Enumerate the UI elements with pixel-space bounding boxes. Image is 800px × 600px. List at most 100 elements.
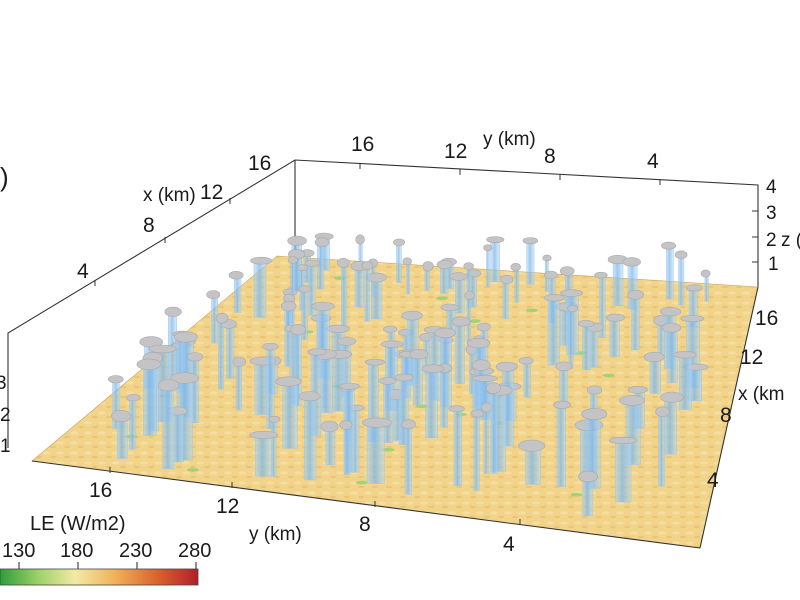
cloud-column	[364, 265, 370, 322]
cloud-top	[680, 315, 705, 322]
cloud-top	[470, 409, 484, 418]
cloud-column	[343, 424, 351, 475]
cloud-top	[298, 391, 321, 402]
cloud-top	[268, 415, 281, 423]
cloud-top	[451, 316, 471, 327]
cloud-column	[453, 408, 462, 487]
cloud-top	[466, 338, 490, 349]
cloud-top	[320, 420, 339, 433]
cloud-top	[448, 405, 465, 413]
cloud-column	[582, 476, 594, 517]
colorbar-tick-180: 180	[60, 540, 93, 562]
cloud-column	[649, 356, 661, 394]
cloud-column	[341, 262, 348, 326]
y-top-axis-label: y (km)	[483, 129, 536, 150]
cloud-top	[136, 358, 162, 370]
cloud-column	[253, 260, 267, 318]
cloud-top	[339, 382, 360, 390]
cloud-column	[371, 277, 383, 320]
cloud-top	[685, 284, 703, 292]
cloud-top	[543, 270, 558, 280]
cloud-column	[609, 317, 620, 357]
cloud-top	[170, 372, 199, 384]
cloud-top	[314, 237, 330, 248]
surface-patch	[382, 447, 395, 452]
x-back-tick-8: 8	[143, 214, 155, 237]
z-left-tick-2: 2	[0, 405, 11, 426]
cloud-top	[555, 361, 573, 372]
cloud-column	[396, 242, 402, 283]
cloud-top	[287, 256, 298, 264]
cloud-top	[249, 430, 279, 439]
z-right-tick-2: 2	[766, 230, 777, 251]
cloud-top	[380, 340, 404, 348]
x-right-tick-8: 8	[720, 404, 732, 427]
cloud-column	[490, 387, 498, 474]
cloud-top	[378, 377, 397, 385]
cloud-top	[483, 244, 493, 251]
cloud-column	[664, 396, 678, 455]
cloud-top	[173, 331, 198, 343]
cloud-top	[643, 351, 665, 363]
cloud-column	[270, 419, 277, 477]
colorbar-gradient	[0, 568, 199, 586]
cloud-top	[304, 259, 321, 267]
colorbar-tick-230: 230	[119, 540, 152, 562]
cloud-top	[436, 259, 453, 270]
cloud-top	[158, 379, 180, 392]
cloud-top	[567, 305, 578, 313]
cloud-top	[383, 325, 398, 333]
cloud-top	[232, 356, 247, 367]
cloud-top	[434, 327, 456, 339]
cloud-top	[510, 263, 521, 272]
cloud-top	[336, 337, 357, 346]
z-right-axis-label: z (	[781, 230, 800, 251]
cloud-column	[615, 440, 632, 503]
cloud-column	[404, 423, 412, 495]
y-top-tick-8: 8	[544, 145, 556, 168]
cloud-column	[172, 410, 184, 463]
cloud-top	[364, 358, 386, 366]
x-back-tick-12: 12	[200, 181, 223, 204]
cloud-top	[311, 301, 335, 311]
cloud-column	[631, 294, 640, 351]
cloud-top	[422, 261, 434, 272]
cloud-column	[559, 366, 569, 403]
cloud-top	[148, 344, 177, 354]
x-right-axis-label: x (km	[738, 384, 784, 405]
cloud-column	[129, 397, 137, 450]
cloud-column	[704, 273, 709, 302]
surface-patch	[186, 468, 199, 472]
cloud-column	[325, 426, 335, 466]
cloud-top	[661, 241, 677, 250]
cloud-top	[560, 289, 583, 297]
y-front-tick-8: 8	[359, 513, 371, 536]
cloud-top	[464, 290, 475, 301]
z-left-tick-1: 1	[0, 436, 11, 457]
x-axis-right: 4 8 12 16 x (km	[707, 307, 784, 492]
y-front-axis-label: y (km)	[249, 524, 302, 545]
cloud-top	[108, 375, 124, 384]
z-axis-right: 1 2 3 4 z (	[766, 177, 800, 275]
z-right-tick-4: 4	[766, 177, 777, 198]
surface-patch	[468, 319, 481, 323]
cloud-top	[250, 256, 273, 265]
x-back-tick-16: 16	[248, 152, 271, 175]
cloud-column	[666, 245, 674, 300]
cloud-column	[282, 381, 298, 449]
cloud-top	[471, 375, 498, 382]
cloud-top	[402, 257, 412, 266]
z-right-tick-1: 1	[768, 254, 779, 275]
cloud-top	[298, 285, 312, 293]
x-back-axis-label: x (km)	[143, 185, 196, 206]
z-axis-left: 1 2 3	[0, 373, 11, 457]
z-left-tick-3: 3	[0, 373, 7, 394]
surface-patch	[356, 480, 368, 485]
cloud-top	[586, 385, 603, 395]
cloud-top	[577, 320, 595, 328]
cloud-top	[393, 238, 405, 247]
cloud-top	[215, 312, 229, 324]
cloud-top	[463, 262, 474, 270]
cloud-column	[679, 354, 693, 410]
cloud-top	[518, 357, 534, 365]
